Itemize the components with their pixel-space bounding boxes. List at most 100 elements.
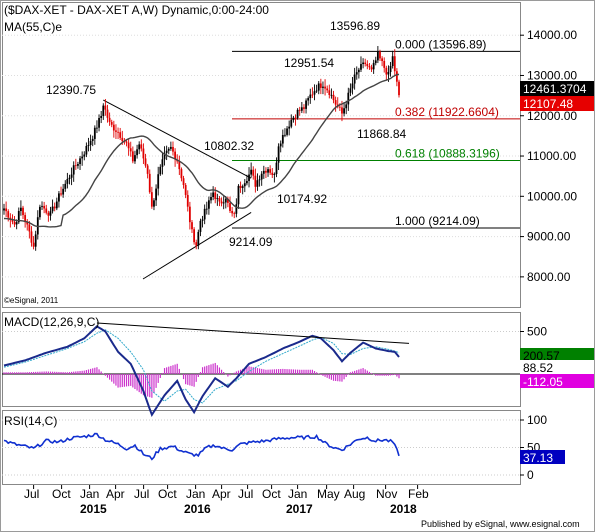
price-tick-label: 12000.00	[527, 109, 577, 123]
price-bar-body	[157, 174, 160, 189]
price-bar-body	[178, 161, 181, 170]
price-bar-body	[393, 56, 396, 72]
price-bar-body	[163, 152, 166, 160]
price-bar-body	[161, 159, 164, 167]
price-bar-body	[146, 165, 149, 174]
price-bar-body	[269, 169, 272, 173]
price-bar-body	[389, 66, 392, 73]
price-bar-body	[144, 158, 147, 166]
month-label: Jul	[24, 487, 39, 501]
price-bar-body	[273, 174, 276, 175]
year-label: 2017	[286, 502, 313, 516]
price-bar-body	[343, 108, 345, 114]
price-bar-body	[22, 207, 24, 216]
price-bar-body	[195, 242, 198, 246]
price-tag-box	[520, 81, 594, 96]
price-bar-body	[93, 127, 96, 139]
price-bar-body	[370, 67, 373, 70]
macd-trendline	[96, 322, 410, 344]
price-tick-label: 11000.00	[527, 149, 576, 163]
price-bar-body	[138, 144, 141, 150]
price-bar-body	[275, 162, 278, 175]
price-bar-body	[229, 202, 231, 211]
price-bar-body	[376, 51, 379, 61]
price-annotation: 9214.09	[229, 235, 273, 249]
price-bar-body	[360, 64, 362, 70]
price-bar-body	[368, 66, 371, 68]
price-bar-body	[41, 205, 43, 207]
price-annotation: 10174.92	[277, 192, 327, 206]
price-bar-body	[222, 202, 225, 204]
price-bar-body	[309, 94, 312, 99]
month-label: Oct	[52, 487, 71, 501]
price-bar-body	[34, 234, 37, 247]
price-bar-body	[172, 146, 174, 152]
price-bar-body	[117, 131, 119, 133]
price-bar-body	[233, 213, 236, 215]
price-bars	[3, 46, 400, 251]
price-bar-body	[300, 107, 303, 111]
price-bar-body	[62, 188, 65, 195]
price-bar-body	[349, 88, 352, 93]
price-bar-body	[317, 83, 320, 91]
price-bar-body	[136, 149, 138, 156]
price-bar-body	[296, 109, 299, 118]
fib-label: 0.382 (11922.6604)	[395, 105, 499, 119]
price-bar-body	[39, 206, 41, 218]
price-bar-body	[324, 86, 326, 89]
price-bar-body	[379, 51, 381, 59]
macd-value-label: -112.05	[523, 375, 563, 389]
price-bar-body	[49, 211, 52, 216]
price-bar-body	[328, 90, 331, 95]
price-bar-body	[3, 208, 5, 211]
price-bar-body	[294, 117, 297, 119]
price-bar-body	[55, 201, 58, 209]
price-bar-body	[5, 208, 8, 212]
trendlines	[103, 99, 252, 280]
price-bar-body	[47, 212, 50, 216]
price-bar-body	[96, 127, 98, 129]
month-label: Nov	[376, 487, 397, 501]
price-bar-body	[188, 206, 191, 223]
price-bar-body	[332, 94, 335, 101]
price-annotations: 12390.75 10802.32 10174.92 9214.09 12951.54 1…	[46, 19, 406, 249]
price-bar-body	[91, 138, 94, 142]
price-bar-body	[72, 165, 75, 175]
price-bar-body	[199, 220, 202, 232]
price-bar-body	[142, 148, 145, 159]
price-bar-body	[26, 222, 29, 225]
price-tag-label: 12107.48	[523, 97, 573, 111]
price-bar-body	[260, 173, 263, 180]
year-label: 2016	[184, 502, 211, 516]
price-bar-body	[258, 179, 261, 181]
downtrend-line	[103, 99, 252, 179]
price-bar-body	[129, 148, 132, 152]
price-bar-body	[330, 94, 333, 96]
price-bar-body	[383, 60, 386, 68]
rsi-tick-label: 0	[527, 468, 534, 482]
price-bar-body	[68, 177, 71, 179]
price-bar-body	[197, 231, 200, 246]
price-bar-body	[286, 128, 288, 135]
price-bar-body	[193, 229, 196, 243]
price-bar-body	[227, 198, 229, 203]
price-bar-body	[83, 154, 86, 157]
price-bar-body	[355, 72, 358, 75]
price-bar-body	[7, 211, 10, 218]
price-bar-body	[395, 71, 398, 82]
time-axis: Jul Oct Jan Apr Jul Oct Jan Apr Jul Oct Jan May Aug N…	[24, 485, 429, 516]
ma-55-line	[3, 73, 400, 228]
price-bar-body	[237, 185, 240, 205]
price-tick-label: 10000.00	[527, 189, 577, 203]
price-bar-body	[58, 193, 60, 202]
month-label: Jul	[134, 487, 149, 501]
year-label: 2015	[80, 502, 107, 516]
price-bar-body	[43, 205, 46, 209]
macd-value-box	[520, 360, 594, 374]
price-bar-body	[131, 151, 134, 162]
price-bar-body	[89, 141, 92, 146]
price-bar-body	[252, 169, 255, 176]
price-bar-body	[364, 62, 367, 65]
price-bar-body	[207, 200, 210, 209]
